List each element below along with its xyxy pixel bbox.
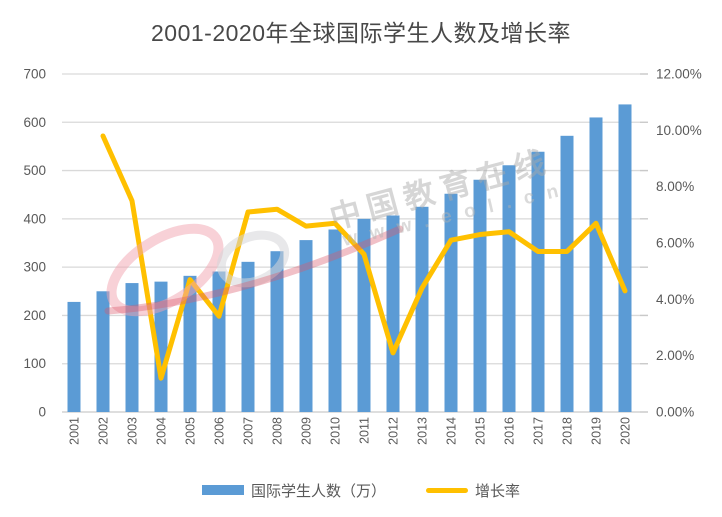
line-series-swatch-icon <box>426 487 468 493</box>
left-axis-label: 300 <box>23 260 46 275</box>
x-axis-label-2004: 2004 <box>155 417 169 445</box>
left-axis-label: 100 <box>23 356 46 371</box>
x-axis-label-2019: 2019 <box>590 417 604 445</box>
x-axis-label-2016: 2016 <box>503 417 517 445</box>
chart-title: 2001-2020年全球国际学生人数及增长率 <box>151 20 571 46</box>
bar-2002 <box>96 291 110 412</box>
bar-2013 <box>415 206 429 412</box>
right-axis-label: 0.00% <box>656 405 694 420</box>
x-axis-label-2013: 2013 <box>416 417 430 445</box>
legend: 国际学生人数（万） 增长率 <box>0 477 722 503</box>
bar-2015 <box>473 179 487 412</box>
bar-2019 <box>589 117 603 412</box>
bar-2008 <box>270 251 284 412</box>
left-axis-label: 400 <box>23 211 46 226</box>
left-axis-label: 600 <box>23 115 46 130</box>
right-axis-label: 2.00% <box>656 348 694 363</box>
x-axis-label-2006: 2006 <box>213 417 227 445</box>
left-axis-label: 500 <box>23 163 46 178</box>
bar-2010 <box>328 229 342 412</box>
x-axis-label-2015: 2015 <box>474 417 488 445</box>
x-axis-label-2008: 2008 <box>271 417 285 445</box>
x-axis-label-2014: 2014 <box>445 417 459 445</box>
bar-2018 <box>560 135 574 412</box>
right-axis-label: 4.00% <box>656 292 694 307</box>
x-axis-label-2005: 2005 <box>184 417 198 445</box>
left-axis-label: 700 <box>23 67 46 82</box>
bar-series-swatch-icon <box>201 485 244 495</box>
legend-label-growth: 增长率 <box>475 482 521 500</box>
x-axis-label-2009: 2009 <box>300 417 314 445</box>
legend-item-students: 国际学生人数（万） <box>201 480 386 501</box>
x-axis-label-2003: 2003 <box>126 417 140 445</box>
bar-2020 <box>618 104 632 413</box>
bar-2009 <box>299 240 313 412</box>
x-axis-label-2011: 2011 <box>358 417 372 444</box>
bar-2014 <box>444 193 458 412</box>
bar-2016 <box>502 165 516 412</box>
x-axis-label-2018: 2018 <box>561 417 575 445</box>
x-axis-label-2010: 2010 <box>329 417 343 445</box>
x-axis-label-2017: 2017 <box>532 417 546 445</box>
bar-2012 <box>386 215 400 412</box>
right-axis-label: 10.00% <box>656 123 702 138</box>
right-axis-label: 8.00% <box>656 179 694 194</box>
x-axis-label-2007: 2007 <box>242 417 256 445</box>
x-axis-label-2001: 2001 <box>68 417 82 445</box>
x-axis-label-2012: 2012 <box>387 417 401 445</box>
bar-2001 <box>67 301 81 412</box>
bar-2003 <box>125 283 139 412</box>
legend-label-students: 国际学生人数（万） <box>250 482 386 500</box>
left-axis-label: 200 <box>23 308 46 323</box>
right-axis-label: 12.00% <box>656 67 702 82</box>
right-axis-label: 6.00% <box>656 236 694 251</box>
bar-2017 <box>531 151 545 413</box>
x-axis-label-2002: 2002 <box>97 417 111 445</box>
bar-2007 <box>241 261 255 412</box>
legend-item-growth: 增长率 <box>426 480 520 501</box>
x-axis-label-2020: 2020 <box>619 417 633 445</box>
left-axis-label: 0 <box>38 405 46 420</box>
